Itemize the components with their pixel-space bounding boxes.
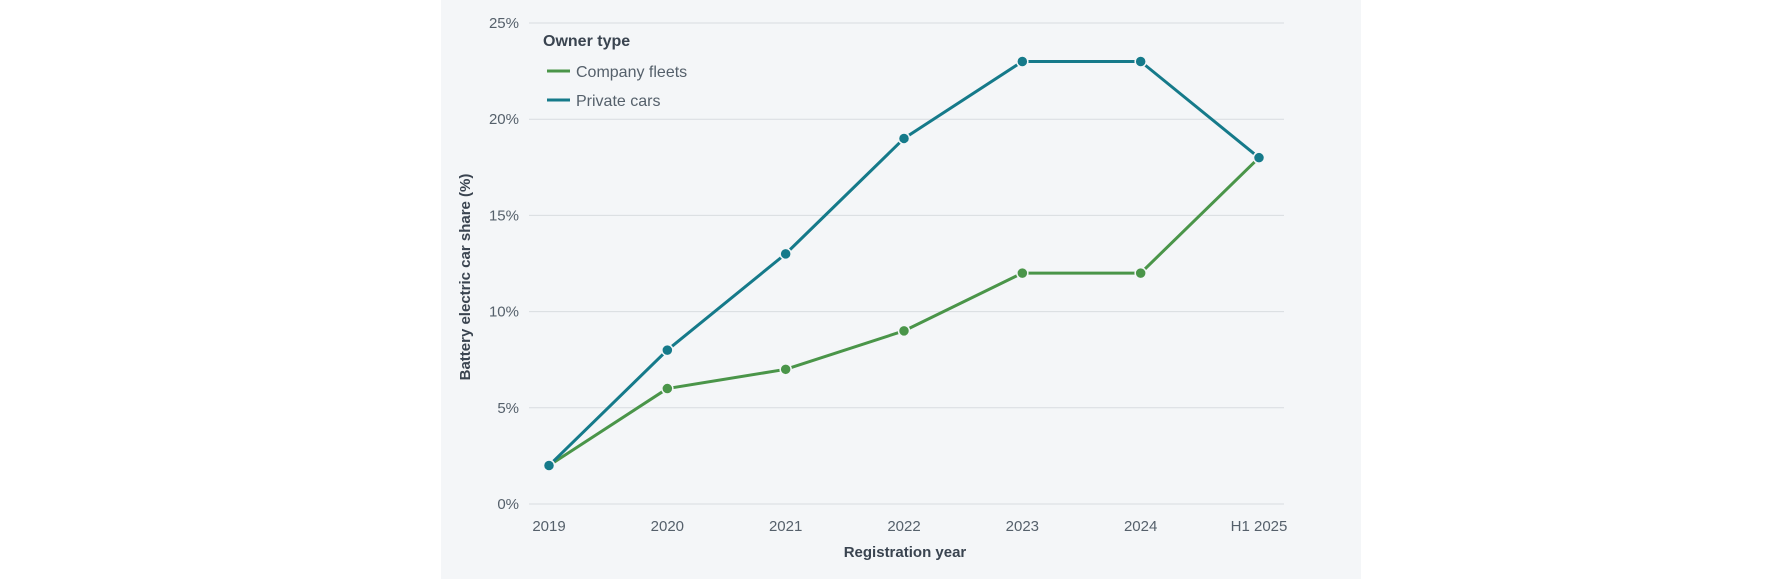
x-tick-label: 2020 bbox=[651, 518, 684, 535]
data-point bbox=[779, 363, 792, 376]
legend-title: Owner type bbox=[543, 33, 630, 50]
data-point bbox=[1134, 266, 1147, 280]
data-point bbox=[1252, 151, 1266, 164]
x-axis-title: Registration year bbox=[844, 544, 967, 561]
legend-label: Private cars bbox=[576, 93, 660, 110]
line-chart: 0% 5% 10% 15% 20% 25% 2019 2020 2021 2022 2023 202… bbox=[457, 15, 1287, 561]
y-tick-labels: 0% 5% 10% 15% 20% 25% bbox=[489, 15, 519, 513]
legend-items: Company fleets Private cars bbox=[547, 64, 687, 110]
y-tick-label: 20% bbox=[489, 111, 519, 128]
y-tick-label: 10% bbox=[489, 304, 519, 321]
data-point bbox=[1016, 266, 1029, 280]
x-tick-label: 2021 bbox=[769, 518, 802, 535]
y-tick-label: 25% bbox=[489, 15, 519, 32]
gridlines bbox=[529, 22, 1284, 505]
data-point bbox=[542, 459, 556, 472]
data-point bbox=[1016, 55, 1029, 68]
legend: Owner type Company fleets Private cars bbox=[543, 33, 687, 110]
y-tick-label: 0% bbox=[497, 496, 519, 513]
data-points bbox=[542, 55, 1266, 472]
y-axis-title: Battery electric car share (%) bbox=[457, 174, 474, 381]
series-lines bbox=[547, 59, 1261, 468]
x-tick-label: 2019 bbox=[532, 518, 565, 535]
x-tick-label: 2023 bbox=[1006, 518, 1039, 535]
x-tick-label: 2024 bbox=[1124, 518, 1157, 535]
chart-panel: 0% 5% 10% 15% 20% 25% 2019 2020 2021 2022 2023 202… bbox=[441, 0, 1361, 579]
data-point bbox=[897, 132, 911, 145]
data-point bbox=[661, 382, 674, 395]
legend-label: Company fleets bbox=[576, 64, 687, 81]
data-point bbox=[779, 247, 792, 261]
data-point bbox=[1134, 55, 1147, 68]
y-tick-label: 15% bbox=[489, 207, 519, 224]
y-tick-label: 5% bbox=[497, 400, 519, 417]
data-point bbox=[661, 343, 674, 357]
data-point bbox=[897, 324, 911, 338]
x-tick-label: 2022 bbox=[887, 518, 920, 535]
x-tick-labels: 2019 2020 2021 2022 2023 2024 H1 2025 bbox=[532, 518, 1287, 535]
x-tick-label: H1 2025 bbox=[1231, 518, 1288, 535]
